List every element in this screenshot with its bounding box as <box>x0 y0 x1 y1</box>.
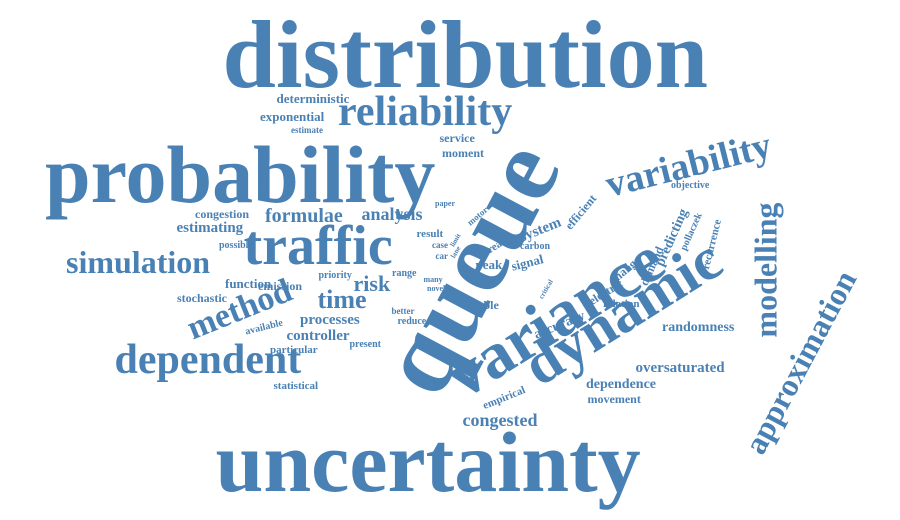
word-paper: paper <box>435 200 455 208</box>
word-result: result <box>417 229 444 240</box>
word-estimate: estimate <box>291 126 323 135</box>
word-randomness: randomness <box>662 321 734 335</box>
word-function: function <box>225 277 271 290</box>
word-reduce: reduce <box>398 317 427 327</box>
word-service: service <box>440 132 475 144</box>
word-simulation: simulation <box>66 246 210 278</box>
word-car: car <box>436 252 449 261</box>
word-stochastic: stochastic <box>177 292 227 304</box>
word-possible: possible <box>219 241 253 251</box>
word-case: case <box>432 241 448 250</box>
word-exponential: exponential <box>260 110 324 123</box>
word-oversaturated: oversaturated <box>636 361 725 376</box>
word-congestion: congestion <box>195 208 249 220</box>
word-priority: priority <box>319 271 352 281</box>
word-modelling: modelling <box>749 202 781 337</box>
word-statistical: statistical <box>274 381 319 392</box>
word-reliability: reliability <box>338 91 512 133</box>
word-processes: processes <box>300 313 360 328</box>
word-variability: variability <box>601 126 774 204</box>
word-risk: risk <box>354 273 391 295</box>
word-enable: enable <box>466 299 499 311</box>
word-uncertainty: uncertainty <box>216 419 641 505</box>
word-better: better <box>392 307 415 316</box>
word-movement: movement <box>588 393 641 405</box>
word-dependence: dependence <box>586 378 656 392</box>
word-range: range <box>392 269 416 279</box>
word-objective: objective <box>671 181 709 191</box>
word-peak: peak <box>476 258 503 271</box>
word-relation: relation <box>603 299 639 310</box>
word-moment: moment <box>442 147 484 159</box>
word-analysis: analysis <box>362 205 423 223</box>
word-particular: particular <box>270 345 318 356</box>
word-estimating: estimating <box>177 221 244 236</box>
word-novel: novel <box>427 285 445 293</box>
word-many: many <box>424 276 443 284</box>
word-deterministic: deterministic <box>277 92 350 105</box>
word-present: present <box>350 340 381 350</box>
word-congested: congested <box>463 411 538 429</box>
word-controller: controller <box>287 329 350 344</box>
word-formulae: formulae <box>265 206 343 226</box>
